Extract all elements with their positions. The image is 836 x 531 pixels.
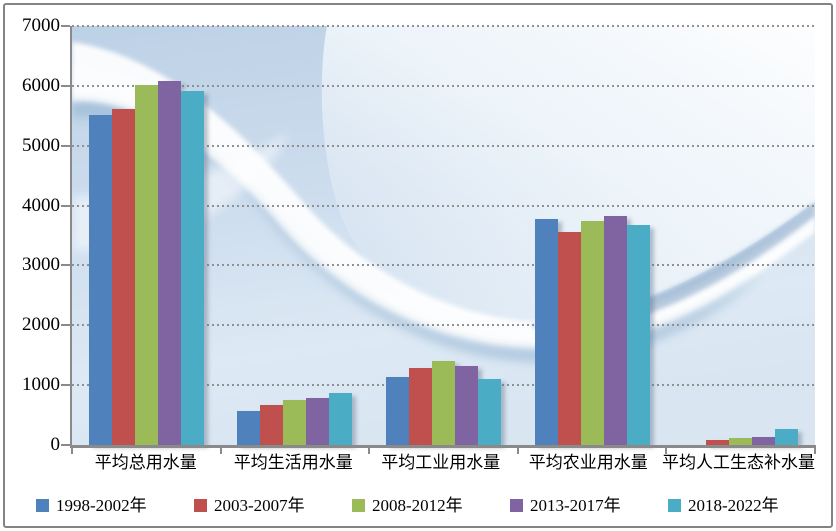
x-axis-tick: [665, 445, 668, 454]
y-axis-tick-label: 2000: [22, 314, 60, 336]
legend: 1998-2002年 2003-2007年 2008-2012年 2013-2017年…: [36, 496, 826, 515]
bar[interactable]: [534, 218, 558, 445]
x-axis-category-labels: 平均总用水量 平均生活用水量 平均工业用水量 平均农业用水量 平均人工生态补水量: [72, 453, 815, 473]
y-axis-tick-label: 0: [50, 434, 61, 455]
bar[interactable]: [385, 376, 409, 445]
bar[interactable]: [431, 361, 455, 445]
bar[interactable]: [752, 436, 776, 445]
gridline: [72, 324, 815, 327]
bar[interactable]: [237, 410, 261, 445]
bar-group-1: [72, 26, 221, 445]
legend-item[interactable]: 2018-2022年: [668, 496, 826, 515]
x-axis-tick: [814, 445, 816, 454]
bar-group-2: [221, 26, 370, 445]
x-axis-tick: [368, 445, 371, 454]
y-axis-tick-label: 4000: [22, 194, 60, 216]
bar[interactable]: [180, 90, 204, 445]
bar[interactable]: [134, 84, 158, 445]
gridline: [72, 144, 815, 147]
bar-group-3: [369, 26, 518, 445]
bar[interactable]: [454, 366, 478, 445]
category-label: 平均农业用水量: [528, 453, 648, 472]
bar[interactable]: [557, 231, 581, 445]
y-axis-tick: [61, 264, 70, 267]
category-label: 平均总用水量: [94, 453, 197, 472]
bar[interactable]: [775, 428, 799, 445]
legend-label: 2003-2007年: [214, 496, 305, 515]
bar-group-4: [518, 26, 667, 445]
y-axis-tick-label: 7000: [22, 15, 60, 36]
bar[interactable]: [729, 438, 753, 445]
x-axis-tick: [219, 445, 222, 454]
category-label: 平均工业用水量: [381, 453, 501, 472]
y-axis-tick: [61, 84, 70, 87]
bar[interactable]: [626, 225, 650, 445]
y-axis-tick: [61, 384, 70, 387]
gridline: [72, 25, 815, 27]
legend-item[interactable]: 2013-2017年: [510, 496, 668, 515]
y-axis-tick: [61, 324, 70, 327]
x-axis-line: [70, 445, 815, 448]
y-axis-tick-label: 1000: [22, 374, 60, 396]
legend-label: 2018-2022年: [688, 496, 779, 515]
bar[interactable]: [157, 80, 181, 445]
bar[interactable]: [408, 368, 432, 445]
bar[interactable]: [329, 392, 353, 445]
gridline: [72, 204, 815, 207]
y-axis-tick: [61, 25, 70, 27]
legend-label: 2013-2017年: [530, 496, 621, 515]
bar-group-5: [666, 26, 815, 445]
gridline: [72, 84, 815, 87]
bar[interactable]: [603, 215, 627, 445]
x-axis-tick: [516, 445, 519, 454]
bar[interactable]: [580, 221, 604, 445]
bar[interactable]: [260, 404, 284, 445]
legend-swatch-icon: [510, 499, 523, 512]
bar[interactable]: [283, 400, 307, 445]
bar[interactable]: [706, 439, 730, 445]
bar-groups: [72, 26, 815, 445]
bar[interactable]: [477, 378, 501, 445]
y-axis-tick-label: 3000: [22, 254, 60, 276]
legend-swatch-icon: [194, 499, 207, 512]
plot-area: [61, 25, 816, 454]
gridline: [72, 264, 815, 267]
bar[interactable]: [111, 109, 135, 445]
x-axis-tick: [71, 445, 73, 454]
legend-swatch-icon: [36, 499, 49, 512]
bar[interactable]: [88, 114, 112, 445]
legend-item[interactable]: 2008-2012年: [352, 496, 510, 515]
legend-item[interactable]: 2003-2007年: [194, 496, 352, 515]
legend-item[interactable]: 1998-2002年: [36, 496, 194, 515]
bar[interactable]: [306, 397, 330, 445]
y-axis-tick-label: 6000: [22, 74, 60, 96]
y-axis-line: [70, 26, 72, 448]
category-label: 平均人工生态补水量: [662, 453, 815, 472]
y-axis-tick: [61, 204, 70, 207]
y-axis-tick: [61, 144, 70, 147]
legend-swatch-icon: [352, 499, 365, 512]
y-axis-tick-label: 5000: [22, 134, 60, 156]
legend-label: 1998-2002年: [56, 496, 147, 515]
y-axis-labels: 7000 6000 5000 4000 3000 2000 1000 0: [0, 15, 60, 455]
legend-swatch-icon: [668, 499, 681, 512]
category-label: 平均生活用水量: [233, 453, 353, 472]
y-axis-tick: [61, 444, 70, 446]
legend-label: 2008-2012年: [372, 496, 463, 515]
